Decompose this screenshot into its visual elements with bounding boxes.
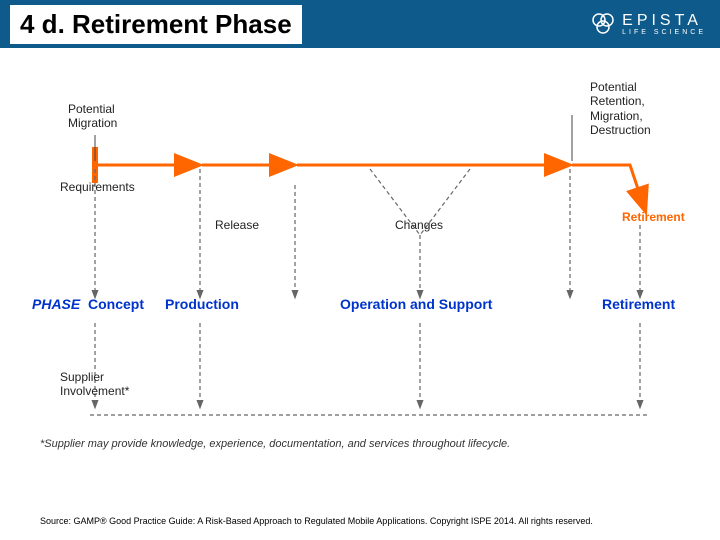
lifecycle-diagram: Potential Migration Potential Retention,… <box>40 70 690 480</box>
phase-production: Production <box>165 296 239 313</box>
label-potential-migration: Potential Migration <box>68 102 117 131</box>
brand-name: EPISTA <box>622 13 706 29</box>
brand-sub: LIFE SCIENCE <box>622 29 706 36</box>
logo: EPISTA LIFE SCIENCE <box>590 11 706 37</box>
label-requirements: Requirements <box>60 180 135 194</box>
label-supplier: Supplier Involvement* <box>60 370 129 399</box>
label-retirement-arrow: Retirement <box>622 210 685 224</box>
logo-icon <box>590 11 616 37</box>
page-title: 4 d. Retirement Phase <box>10 5 302 44</box>
label-release: Release <box>215 218 259 232</box>
phase-operation: Operation and Support <box>340 296 492 313</box>
footnote: *Supplier may provide knowledge, experie… <box>40 438 510 450</box>
header-bar: 4 d. Retirement Phase EPISTA LIFE SCIENC… <box>0 0 720 48</box>
source-citation: Source: GAMP® Good Practice Guide: A Ris… <box>40 516 690 526</box>
label-phase-word: PHASE <box>32 296 80 313</box>
phase-retirement: Retirement <box>602 296 675 313</box>
label-changes: Changes <box>395 218 443 232</box>
phase-concept: Concept <box>88 296 144 313</box>
label-potential-rmd: Potential Retention, Migration, Destruct… <box>590 80 651 138</box>
